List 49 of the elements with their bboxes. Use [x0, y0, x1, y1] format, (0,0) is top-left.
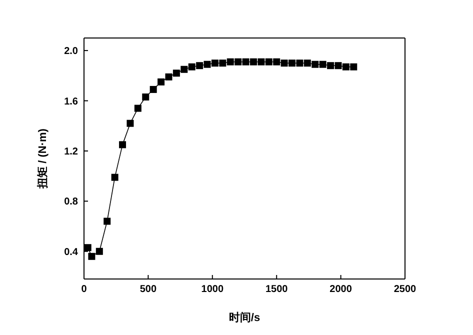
point [88, 252, 96, 260]
point [304, 60, 311, 67]
point [126, 120, 134, 127]
y-axis-title: 扭矩 / (N·m) [36, 128, 49, 190]
x-tick-label: 2000 [330, 284, 352, 296]
point [96, 248, 103, 255]
y-tick-label: 1.6 [64, 96, 78, 108]
point [265, 58, 272, 66]
point [273, 58, 280, 66]
point [319, 60, 326, 68]
point [219, 60, 226, 67]
y-tick-label: 0.4 [64, 246, 78, 258]
point [334, 62, 342, 70]
point [165, 73, 172, 80]
point [211, 60, 218, 67]
point [327, 62, 334, 70]
point [134, 104, 142, 112]
x-tick-label: 0 [81, 284, 88, 296]
point [312, 60, 319, 68]
point [119, 141, 126, 148]
point [180, 66, 188, 73]
point [226, 58, 234, 66]
point [111, 174, 118, 181]
point [188, 63, 196, 70]
x-tick-label: 2500 [394, 284, 417, 296]
point [250, 58, 257, 66]
point [234, 58, 242, 66]
point [158, 78, 165, 86]
point [104, 218, 111, 225]
x-tick-label: 1000 [201, 284, 224, 296]
point [84, 244, 92, 252]
point [280, 60, 288, 67]
point [150, 86, 157, 93]
point [242, 58, 250, 66]
point [196, 62, 204, 70]
x-tick-label: 500 [140, 284, 157, 296]
point [288, 60, 296, 67]
point [296, 60, 304, 67]
x-tick-label: 1500 [265, 284, 288, 296]
point [342, 63, 350, 70]
point [142, 93, 150, 100]
point [204, 60, 211, 68]
y-tick-label: 2.0 [64, 46, 78, 58]
point [172, 70, 180, 77]
y-tick-label: 1.2 [64, 146, 78, 158]
point [258, 58, 265, 66]
point [350, 63, 358, 70]
x-axis-title: 时间/s [228, 311, 260, 324]
y-tick-label: 0.8 [64, 196, 78, 208]
